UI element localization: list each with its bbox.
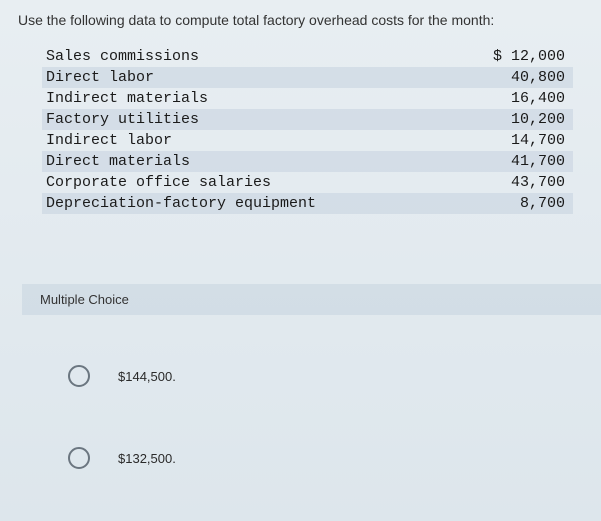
row-label: Depreciation-factory equipment bbox=[46, 195, 316, 212]
choice-option-1[interactable]: $132,500. bbox=[18, 437, 583, 479]
row-value: 14,700 bbox=[465, 132, 565, 149]
row-label: Indirect labor bbox=[46, 132, 172, 149]
table-row: Indirect labor 14,700 bbox=[42, 130, 573, 151]
table-row: Factory utilities 10,200 bbox=[42, 109, 573, 130]
row-value: 8,700 bbox=[465, 195, 565, 212]
row-label: Corporate office salaries bbox=[46, 174, 271, 191]
row-value: 41,700 bbox=[465, 153, 565, 170]
choice-label: $144,500. bbox=[118, 369, 176, 384]
row-label: Direct labor bbox=[46, 69, 154, 86]
row-label: Factory utilities bbox=[46, 111, 199, 128]
question-text: Use the following data to compute total … bbox=[18, 12, 583, 28]
choice-label: $132,500. bbox=[118, 451, 176, 466]
row-value: 40,800 bbox=[465, 69, 565, 86]
table-row: Indirect materials 16,400 bbox=[42, 88, 573, 109]
data-table: Sales commissions $ 12,000 Direct labor … bbox=[42, 46, 573, 214]
row-label: Indirect materials bbox=[46, 90, 208, 107]
table-row: Corporate office salaries 43,700 bbox=[42, 172, 573, 193]
row-value: 43,700 bbox=[465, 174, 565, 191]
row-label: Sales commissions bbox=[46, 48, 199, 65]
table-row: Depreciation-factory equipment 8,700 bbox=[42, 193, 573, 214]
radio-icon[interactable] bbox=[68, 365, 90, 387]
radio-icon[interactable] bbox=[68, 447, 90, 469]
table-row: Direct labor 40,800 bbox=[42, 67, 573, 88]
choice-option-0[interactable]: $144,500. bbox=[18, 355, 583, 397]
table-row: Direct materials 41,700 bbox=[42, 151, 573, 172]
mc-header: Multiple Choice bbox=[22, 284, 601, 315]
row-value: 10,200 bbox=[465, 111, 565, 128]
multiple-choice-section: Multiple Choice $144,500. $132,500. bbox=[18, 284, 583, 479]
table-row: Sales commissions $ 12,000 bbox=[42, 46, 573, 67]
row-value: 16,400 bbox=[465, 90, 565, 107]
row-label: Direct materials bbox=[46, 153, 190, 170]
row-value: $ 12,000 bbox=[465, 48, 565, 65]
